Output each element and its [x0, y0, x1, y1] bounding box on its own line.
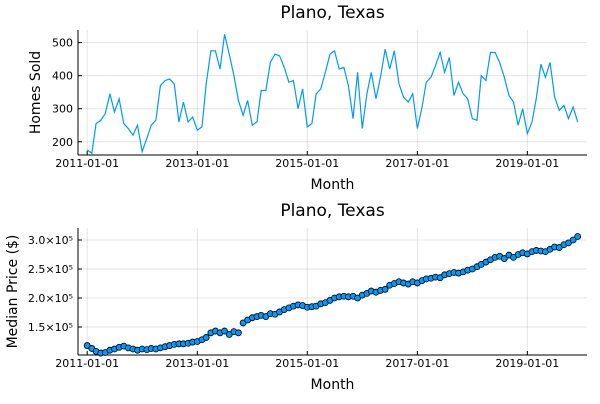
y-tick-label: 2.5×10⁵ — [28, 263, 73, 276]
y-tick-label: 500 — [52, 37, 73, 50]
chart-title: Plano, Texas — [280, 201, 385, 221]
y-tick-label: 3.0×10⁵ — [28, 234, 73, 247]
y-axis-label: Median Price ($) — [5, 235, 21, 349]
data-point — [381, 285, 389, 293]
data-point — [202, 334, 210, 341]
x-tick-label: 2019-01-01 — [495, 357, 559, 370]
y-axis-label: Homes Sold — [28, 51, 44, 134]
x-tick-label: 2015-01-01 — [275, 357, 339, 370]
x-axis-label: Month — [311, 177, 355, 193]
x-tick-label: 2017-01-01 — [385, 357, 449, 370]
data-point — [500, 255, 508, 262]
x-axis-label: Month — [311, 377, 355, 393]
y-tick-label: 200 — [52, 136, 73, 149]
x-tick-label: 2013-01-01 — [165, 357, 229, 370]
y-tick-label: 2.0×10⁵ — [28, 292, 73, 305]
x-tick-label: 2011-01-01 — [55, 157, 119, 170]
data-point — [574, 233, 582, 240]
x-tick-label: 2019-01-01 — [495, 157, 559, 170]
data-point — [235, 329, 242, 337]
x-tick-label: 2015-01-01 — [275, 157, 339, 170]
y-tick-label: 1.5×10⁵ — [28, 321, 73, 334]
x-tick-label: 2011-01-01 — [55, 357, 119, 370]
data-point — [221, 327, 228, 335]
data-line — [86, 34, 579, 155]
y-tick-label: 400 — [52, 70, 73, 83]
chart-title: Plano, Texas — [280, 3, 385, 23]
data-point — [569, 236, 577, 244]
x-tick-label: 2017-01-01 — [385, 157, 449, 170]
x-tick-label: 2013-01-01 — [165, 157, 229, 170]
y-tick-label: 300 — [52, 103, 73, 116]
